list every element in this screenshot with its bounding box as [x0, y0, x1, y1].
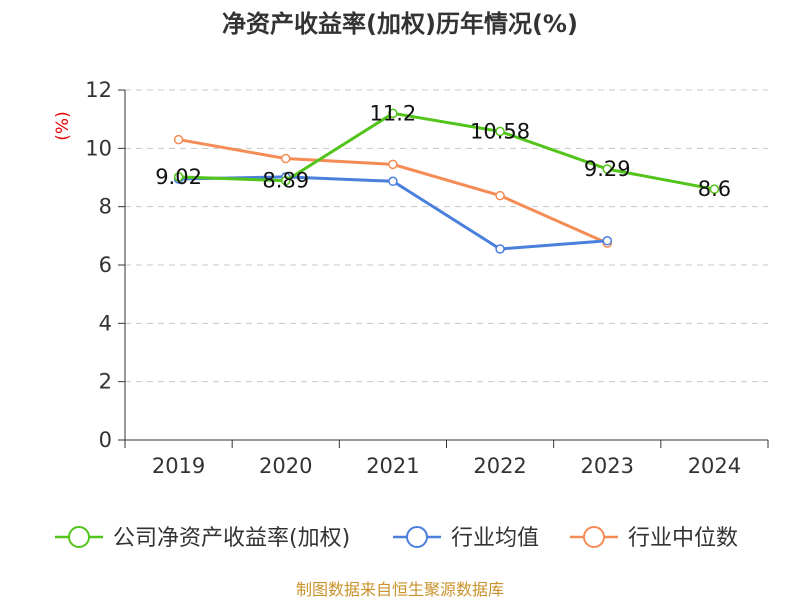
point-s0-2024[interactable] [709, 184, 720, 194]
x-tick-label-2024: 2024 [688, 454, 741, 478]
series-line-0 [178, 111, 715, 191]
axes: 0 2 4 6 8 10 12 2019 2020 2021 2022 2023 2024 [85, 78, 769, 478]
y-tick-label-0: 0 [99, 428, 112, 452]
point-s1-2023[interactable] [602, 236, 612, 246]
y-tick-label-2: 2 [99, 370, 112, 394]
series-2 [173, 134, 612, 248]
point-s2-2021[interactable] [388, 159, 398, 170]
chart-title: 净资产收益率(加权)历年情况(%) [222, 10, 578, 38]
series-0 [173, 108, 720, 194]
point-s1-2022[interactable] [495, 244, 505, 254]
legend-marker-2 [583, 526, 605, 548]
legend[interactable]: 公司净资产收益率(加权) 行业均值 行业中位数 [55, 526, 738, 551]
series-layer [173, 108, 720, 254]
point-s2-2019[interactable] [173, 134, 184, 145]
data-label-2019: 9.02 [155, 165, 202, 189]
legend-item-1[interactable]: 行业均值 [393, 526, 539, 551]
legend-item-2[interactable]: 行业中位数 [570, 526, 738, 551]
y-tick-label-4: 4 [99, 311, 112, 335]
x-tick-label-2020: 2020 [259, 454, 312, 478]
x-tick-label-2019: 2019 [152, 454, 205, 478]
point-s0-2020[interactable] [281, 175, 291, 186]
x-tick-label-2021: 2021 [366, 454, 419, 478]
x-tick-label-2022: 2022 [473, 454, 526, 478]
point-s1-2021[interactable] [388, 176, 398, 187]
data-label-2024: 8.6 [698, 177, 731, 201]
data-labels: 9.02 8.89 11.2 10.58 9.29 8.6 [155, 101, 731, 201]
data-label-2022: 10.58 [470, 119, 530, 143]
data-label-2020: 8.89 [262, 169, 309, 193]
y-tick-label-10: 10 [85, 136, 112, 160]
series-line-2 [178, 138, 608, 245]
legend-label-0: 公司净资产收益率(加权) [113, 526, 350, 551]
point-s0-2021[interactable] [388, 108, 398, 119]
series-line-1 [178, 175, 608, 251]
y-tick-label-12: 12 [85, 78, 112, 102]
x-tick-label-2023: 2023 [581, 454, 634, 478]
source-note: 制图数据来自恒生聚源数据库 [296, 580, 504, 599]
series-1 [173, 172, 612, 254]
legend-label-2: 行业中位数 [628, 526, 738, 551]
y-tick-label-8: 8 [99, 195, 112, 219]
y-axis-label: (%) [53, 111, 73, 140]
grid-lines [125, 89, 768, 383]
point-s0-2022[interactable] [495, 126, 505, 137]
point-s0-2023[interactable] [602, 164, 612, 174]
legend-label-1: 行业均值 [451, 526, 539, 551]
y-tick-label-6: 6 [99, 253, 112, 277]
legend-item-0[interactable]: 公司净资产收益率(加权) [55, 526, 350, 551]
point-s0-2019[interactable] [173, 172, 184, 182]
legend-marker-1 [406, 526, 428, 548]
data-label-2021: 11.2 [370, 101, 417, 125]
data-label-2023: 9.29 [584, 157, 631, 181]
point-s2-2020[interactable] [281, 153, 291, 164]
point-s2-2022[interactable] [495, 190, 505, 201]
legend-marker-0 [68, 526, 90, 548]
